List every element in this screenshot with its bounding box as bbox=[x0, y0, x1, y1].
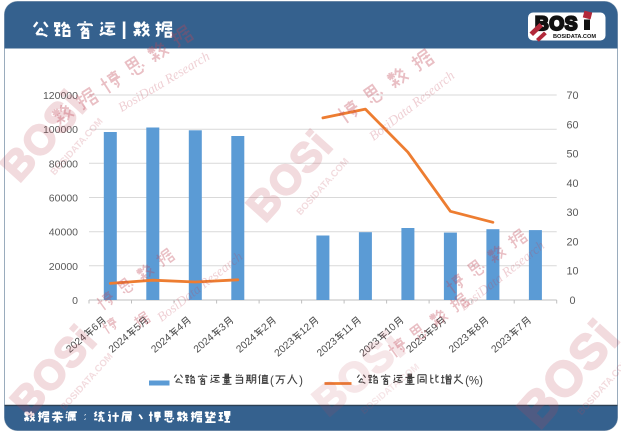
svg-text:6: 6 bbox=[90, 322, 102, 334]
svg-text:4: 4 bbox=[175, 322, 187, 334]
svg-text:60000: 60000 bbox=[49, 193, 78, 205]
svg-text:10: 10 bbox=[566, 266, 578, 278]
svg-text:): ) bbox=[299, 376, 303, 388]
svg-text:7: 7 bbox=[515, 322, 527, 334]
svg-text:50: 50 bbox=[566, 149, 578, 161]
svg-text:40000: 40000 bbox=[49, 227, 78, 239]
svg-text:20000: 20000 bbox=[49, 261, 78, 273]
svg-text:20: 20 bbox=[566, 236, 578, 248]
svg-text:120000: 120000 bbox=[43, 90, 78, 102]
svg-text:8: 8 bbox=[472, 322, 484, 334]
svg-text:100000: 100000 bbox=[43, 124, 78, 136]
svg-text:9: 9 bbox=[430, 322, 442, 334]
svg-text:30: 30 bbox=[566, 207, 578, 219]
svg-text:40: 40 bbox=[566, 178, 578, 190]
svg-text:2: 2 bbox=[260, 322, 272, 334]
svg-text:(%): (%) bbox=[465, 376, 483, 388]
svg-text:(: ( bbox=[270, 376, 274, 388]
svg-text:0: 0 bbox=[569, 295, 575, 307]
svg-text:3: 3 bbox=[217, 322, 229, 334]
svg-text:BOS: BOS bbox=[535, 14, 578, 35]
svg-text:70: 70 bbox=[566, 90, 578, 102]
svg-text:60: 60 bbox=[566, 119, 578, 131]
svg-text:0: 0 bbox=[72, 295, 78, 307]
svg-text:5: 5 bbox=[132, 322, 144, 334]
svg-text:80000: 80000 bbox=[49, 158, 78, 170]
svg-text:BOSIDATA.COM: BOSIDATA.COM bbox=[553, 34, 596, 40]
